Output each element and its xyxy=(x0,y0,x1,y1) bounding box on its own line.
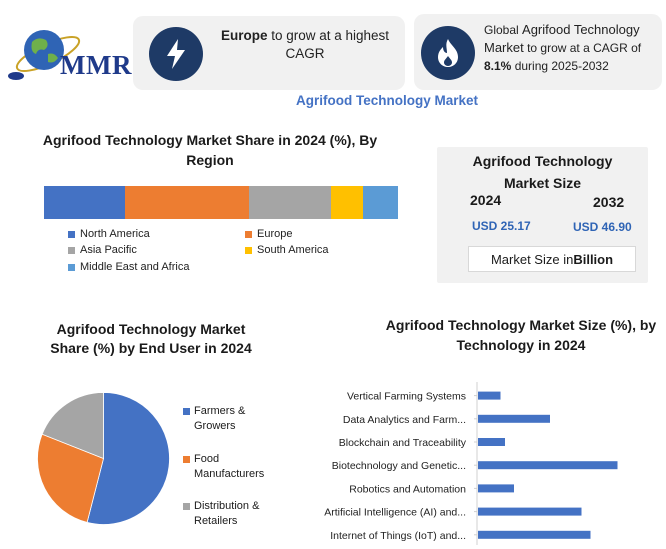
bar-vertical-farming-systems xyxy=(478,391,501,400)
page-title: Agrifood Technology Market xyxy=(295,93,478,108)
market-size-title-line1: Agrifood Technology xyxy=(472,153,613,169)
category-label-robotics-and-automation: Robotics and Automation xyxy=(349,483,466,495)
highlight-region-text: Europe to grow at a highest CAGR xyxy=(220,28,390,61)
value-2024: USD 25.17 xyxy=(472,219,531,233)
legend-swatch xyxy=(245,230,252,238)
bar-data-analytics-and-farm xyxy=(478,414,550,423)
category-label-vertical-farming-systems: Vertical Farming Systems xyxy=(347,391,466,403)
category-label-artificial-intelligence-ai-and: Artificial Intelligence (AI) and... xyxy=(324,507,466,519)
value-2032: USD 46.90 xyxy=(573,220,632,234)
legend-label: North America xyxy=(80,228,150,240)
logo-text: MMR xyxy=(60,50,132,80)
legend-item-farmers-growers: Farmers & Growers xyxy=(183,404,245,434)
category-label-biotechnology-and-genetic: Biotechnology and Genetic... xyxy=(332,460,466,472)
legend-label: Asia Pacific xyxy=(80,244,137,256)
legend-item-food-manufacturers: Food Manufacturers xyxy=(183,452,264,482)
segment-europe xyxy=(125,186,250,219)
market-size-panel: Agrifood Technology Market Size 2024 203… xyxy=(437,147,648,283)
legend-item-middle-east-and-africa: Middle East and Africa xyxy=(68,261,189,273)
segment-south-america xyxy=(330,186,363,219)
technology-chart-title: Agrifood Technology Market Size (%), by … xyxy=(385,317,657,353)
legend-swatch xyxy=(68,263,75,271)
legend-label: Farmers & Growers xyxy=(194,405,246,432)
pie-slice-distribution-retailers xyxy=(41,392,104,460)
market-size-unit: Market Size in Billion xyxy=(468,246,636,272)
region-stacked-bar xyxy=(44,186,398,219)
segment-north-america xyxy=(44,186,126,219)
segment-asia-pacific xyxy=(249,186,331,219)
lightning-icon xyxy=(149,27,203,81)
legend-item-distribution-retailers: Distribution & Retailers xyxy=(183,499,259,529)
legend-label: South America xyxy=(257,244,329,256)
legend-item-asia-pacific: Asia Pacific xyxy=(68,244,137,256)
legend-label: Distribution & Retailers xyxy=(194,500,260,527)
region-chart-title: Agrifood Technology Market Share in 2024… xyxy=(42,132,378,168)
bar-robotics-and-automation xyxy=(478,484,514,493)
highlight-global-text: Global Agrifood Technology Market to grow… xyxy=(484,22,642,73)
highlight-cagr-region: Europe to grow at a highest CAGR xyxy=(133,16,405,90)
legend-swatch xyxy=(183,503,190,510)
year-2024: 2024 xyxy=(470,192,502,208)
market-size-title-line2: Market Size xyxy=(503,175,582,191)
legend-swatch xyxy=(183,408,190,415)
bar-artificial-intelligence-ai-and xyxy=(478,507,582,516)
legend-swatch xyxy=(245,246,252,254)
year-2032: 2032 xyxy=(593,194,625,210)
legend-item-north-america: North America xyxy=(68,228,150,240)
pie-slice-food-manufacturers xyxy=(37,433,104,523)
legend-item-south-america: South America xyxy=(245,244,329,256)
legend-swatch xyxy=(183,456,190,463)
category-label-data-analytics-and-farm: Data Analytics and Farm... xyxy=(343,414,466,426)
legend-label: Food Manufacturers xyxy=(194,453,265,480)
legend-swatch xyxy=(68,246,75,254)
bar-biotechnology-and-genetic xyxy=(478,461,618,470)
mmr-logo xyxy=(8,30,81,80)
bar-blockchain-and-traceability xyxy=(478,438,505,446)
legend-item-europe: Europe xyxy=(245,228,292,240)
legend-label: Middle East and Africa xyxy=(80,261,190,273)
category-label-blockchain-and-traceability: Blockchain and Traceability xyxy=(339,437,467,449)
pie-slice-farmers-growers xyxy=(86,392,170,525)
bar-internet-of-things-iot-and xyxy=(478,530,591,539)
legend-swatch xyxy=(68,230,75,238)
highlight-cagr-global: Global Agrifood Technology Market to grow… xyxy=(414,14,662,90)
end-user-chart-title: Agrifood Technology Market Share (%) by … xyxy=(50,321,252,356)
category-label-internet-of-things-iot-and: Internet of Things (IoT) and... xyxy=(330,530,466,542)
end-user-pie-chart xyxy=(37,392,170,525)
legend-label: Europe xyxy=(257,228,293,240)
technology-bar-chart: Vertical Farming Systems Data Analytics a… xyxy=(324,382,618,545)
flame-icon xyxy=(421,26,475,80)
segment-middle-east-and-africa xyxy=(362,186,398,219)
